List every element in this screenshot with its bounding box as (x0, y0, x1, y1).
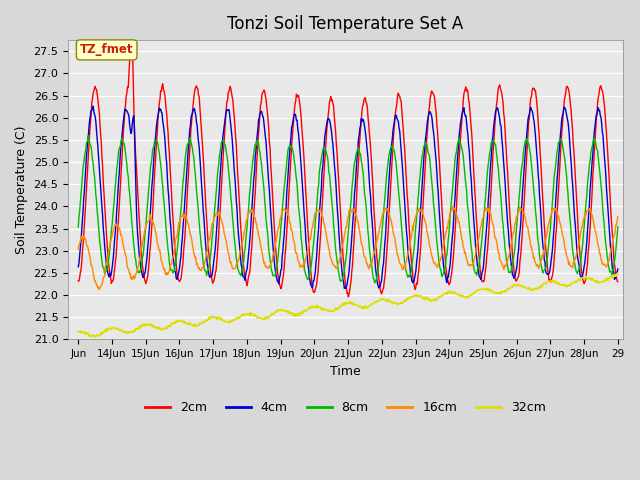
2cm (74, 278, 82, 284)
2cm (127, 19, 135, 25)
4cm (540, 256, 548, 262)
16cm (614, 214, 621, 219)
8cm (419, 146, 427, 152)
16cm (449, 204, 457, 209)
16cm (74, 246, 82, 252)
16cm (540, 247, 548, 253)
16cm (485, 206, 493, 212)
Text: TZ_fmet: TZ_fmet (80, 43, 134, 57)
4cm (419, 163, 427, 169)
8cm (389, 148, 397, 154)
4cm (74, 264, 82, 270)
8cm (108, 223, 116, 228)
Line: 2cm: 2cm (78, 22, 618, 297)
32cm (484, 288, 492, 294)
4cm (90, 103, 97, 109)
2cm (108, 280, 115, 286)
Line: 4cm: 4cm (78, 106, 618, 288)
Line: 32cm: 32cm (78, 273, 618, 337)
32cm (403, 296, 410, 301)
8cm (485, 157, 493, 163)
32cm (613, 270, 621, 276)
32cm (540, 281, 547, 287)
4cm (614, 266, 621, 272)
8cm (403, 272, 411, 278)
4cm (403, 235, 411, 240)
16cm (108, 233, 116, 239)
Line: 16cm: 16cm (78, 206, 618, 289)
16cm (403, 258, 410, 264)
2cm (540, 222, 548, 228)
8cm (84, 133, 92, 139)
32cm (92, 334, 99, 340)
16cm (419, 211, 426, 217)
2cm (403, 191, 411, 197)
8cm (371, 280, 379, 286)
X-axis label: Time: Time (330, 365, 361, 378)
32cm (614, 271, 621, 277)
4cm (485, 191, 493, 197)
2cm (344, 294, 352, 300)
2cm (485, 228, 493, 234)
4cm (108, 266, 116, 272)
2cm (389, 142, 397, 148)
2cm (614, 279, 621, 285)
8cm (74, 224, 82, 230)
8cm (540, 267, 548, 273)
4cm (389, 128, 397, 134)
Line: 8cm: 8cm (78, 136, 618, 283)
32cm (108, 325, 116, 331)
Legend: 2cm, 4cm, 8cm, 16cm, 32cm: 2cm, 4cm, 8cm, 16cm, 32cm (140, 396, 551, 420)
8cm (614, 224, 621, 229)
4cm (340, 286, 348, 291)
32cm (388, 300, 396, 306)
Title: Tonzi Soil Temperature Set A: Tonzi Soil Temperature Set A (227, 15, 463, 33)
Y-axis label: Soil Temperature (C): Soil Temperature (C) (15, 125, 28, 254)
16cm (95, 287, 103, 292)
32cm (419, 296, 426, 301)
2cm (419, 197, 427, 203)
32cm (74, 329, 82, 335)
16cm (388, 224, 396, 230)
